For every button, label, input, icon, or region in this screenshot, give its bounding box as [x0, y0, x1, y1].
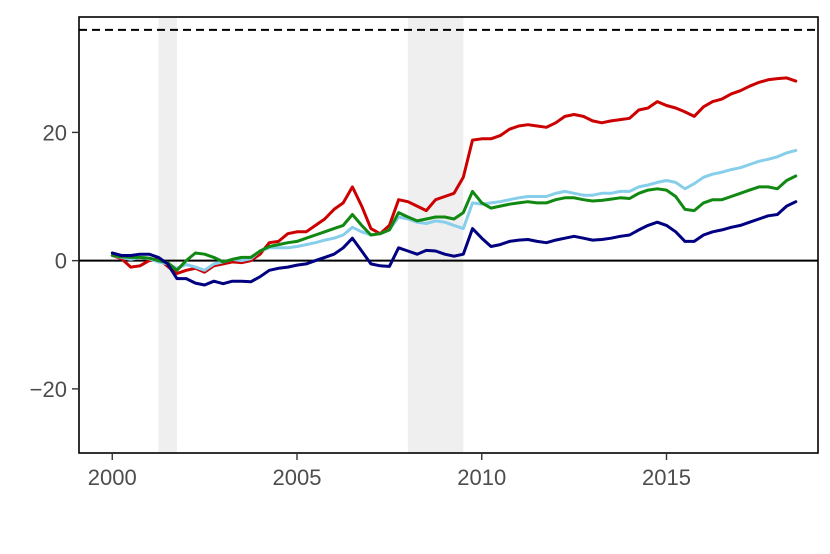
y-tick-label: 20	[43, 120, 67, 145]
x-tick-label: 2000	[88, 465, 137, 490]
recession-band-2	[407, 17, 464, 453]
reference-lines	[79, 28, 818, 262]
y-tick-label: −20	[30, 377, 67, 402]
x-axis: 2000 2005 2010 2015	[88, 453, 691, 490]
y-axis: −20 0 20	[30, 120, 79, 402]
x-tick-label: 2010	[457, 465, 506, 490]
series-lines	[110, 76, 798, 287]
x-tick-label: 2015	[642, 465, 691, 490]
recession-bands	[158, 17, 464, 453]
series-line-3	[110, 174, 798, 272]
series-line-1	[110, 76, 798, 275]
plot-frame	[78, 16, 819, 454]
recession-band-1	[158, 17, 177, 453]
x-tick-label: 2005	[273, 465, 322, 490]
y-tick-label: 0	[55, 249, 67, 274]
series-line-4	[110, 200, 798, 287]
